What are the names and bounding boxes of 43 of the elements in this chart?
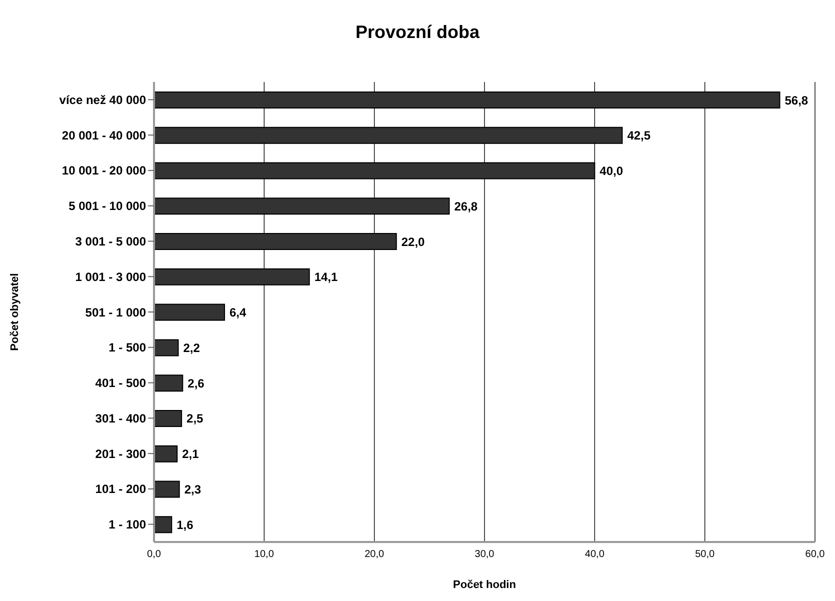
data-label: 2,6 bbox=[188, 376, 205, 390]
data-label: 14,1 bbox=[314, 270, 338, 284]
y-tick-label: 5 001 - 10 000 bbox=[68, 199, 146, 214]
data-label: 2,3 bbox=[184, 482, 202, 496]
x-tick-label: 20,0 bbox=[364, 549, 384, 560]
y-tick-label: 101 - 200 bbox=[95, 482, 146, 496]
x-axis-title: Počet hodin bbox=[453, 579, 516, 591]
y-tick-label: 20 001 - 40 000 bbox=[62, 128, 146, 142]
x-tick-label: 60,0 bbox=[805, 549, 826, 560]
data-label: 6,4 bbox=[230, 306, 247, 320]
x-tick-label: 30,0 bbox=[474, 549, 495, 560]
x-tick-label: 10,0 bbox=[254, 549, 274, 560]
bar bbox=[154, 445, 178, 462]
y-tick-label: 3 001 - 5 000 bbox=[75, 234, 146, 248]
y-axis-title: Počet obyvatel bbox=[8, 273, 21, 351]
bar bbox=[154, 374, 184, 392]
data-label: 22,0 bbox=[401, 234, 426, 249]
data-label: 56,8 bbox=[784, 93, 808, 108]
y-tick-label: 201 - 300 bbox=[95, 446, 146, 461]
x-tick-label: 0,0 bbox=[147, 549, 162, 560]
y-tick-label: více než 40 000 bbox=[59, 92, 146, 107]
x-tick-label: 50,0 bbox=[695, 549, 715, 560]
y-tick-label: 10 001 - 20 000 bbox=[62, 164, 146, 178]
bar bbox=[154, 410, 182, 427]
data-label: 2,5 bbox=[186, 412, 204, 426]
y-tick-label: 501 - 1 000 bbox=[85, 305, 146, 320]
data-label: 2,1 bbox=[182, 447, 200, 462]
x-tick-label: 40,0 bbox=[584, 549, 605, 560]
bar bbox=[154, 339, 179, 356]
y-tick-label: 1 - 500 bbox=[108, 340, 146, 355]
y-tick-label: 401 - 500 bbox=[95, 376, 146, 390]
bar bbox=[154, 480, 180, 498]
bar bbox=[154, 304, 226, 321]
data-label: 42,5 bbox=[627, 128, 651, 143]
y-tick-label: 1 001 - 3 000 bbox=[75, 270, 146, 284]
data-label: 2,2 bbox=[183, 340, 200, 355]
data-label: 26,8 bbox=[454, 199, 478, 214]
y-tick-label: 301 - 400 bbox=[95, 411, 146, 426]
chart-title: Provozní doba bbox=[354, 21, 481, 44]
data-label: 1,6 bbox=[176, 518, 194, 532]
y-tick-label: 1 - 100 bbox=[108, 518, 146, 532]
data-label: 40,0 bbox=[600, 164, 624, 178]
bar bbox=[154, 516, 172, 534]
